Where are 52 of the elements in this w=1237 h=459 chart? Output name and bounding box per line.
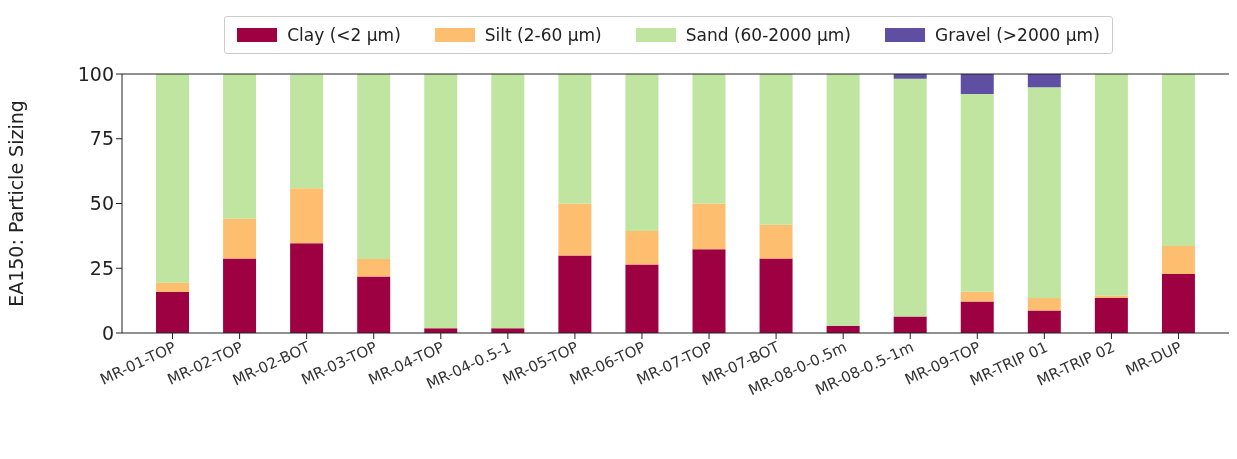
bar xyxy=(1161,245,1195,274)
bar xyxy=(692,249,726,333)
legend-label: Clay (<2 µm) xyxy=(287,25,401,45)
bar xyxy=(960,291,994,302)
y-tick-label: 100 xyxy=(77,62,114,85)
legend-label: Silt (2-60 µm) xyxy=(484,25,602,45)
bar xyxy=(290,243,324,333)
bar xyxy=(156,282,189,293)
bar xyxy=(558,255,592,333)
bar xyxy=(1027,87,1061,299)
y-axis-title: EA150: Particle Sizing xyxy=(4,100,27,307)
bar xyxy=(156,292,189,333)
bar xyxy=(558,203,592,256)
bar xyxy=(491,74,525,329)
bar xyxy=(960,301,994,333)
bar xyxy=(1027,310,1061,333)
bar xyxy=(692,203,726,250)
bar xyxy=(223,74,257,219)
bar xyxy=(692,74,726,204)
bar xyxy=(1027,74,1061,88)
bar xyxy=(223,258,257,333)
bar xyxy=(759,74,793,225)
bar xyxy=(558,74,592,204)
bar xyxy=(290,188,324,244)
bar xyxy=(357,276,391,333)
bar xyxy=(893,78,927,317)
y-tick-label: 75 xyxy=(89,127,114,150)
bar xyxy=(625,74,659,231)
y-tick-label: 0 xyxy=(101,321,114,344)
legend-label: Sand (60-2000 µm) xyxy=(685,25,851,45)
bar xyxy=(960,74,994,94)
bar xyxy=(357,258,391,277)
bar xyxy=(1161,273,1195,333)
bar xyxy=(223,218,257,259)
bar xyxy=(625,230,659,265)
y-tick-label: 50 xyxy=(89,192,114,215)
bar xyxy=(357,74,391,259)
bar xyxy=(893,316,927,333)
bar xyxy=(759,224,793,259)
bar xyxy=(1027,298,1061,311)
bar xyxy=(1094,74,1128,296)
y-tick-label: 25 xyxy=(89,256,114,279)
bar xyxy=(156,74,189,283)
legend-label: Gravel (>2000 µm) xyxy=(935,25,1100,45)
bar xyxy=(960,93,994,292)
bar xyxy=(1094,298,1128,333)
bar xyxy=(1161,74,1195,246)
bar xyxy=(826,74,860,326)
bar xyxy=(759,258,793,333)
bar xyxy=(290,74,324,189)
bar xyxy=(625,264,659,333)
bar xyxy=(424,74,458,329)
